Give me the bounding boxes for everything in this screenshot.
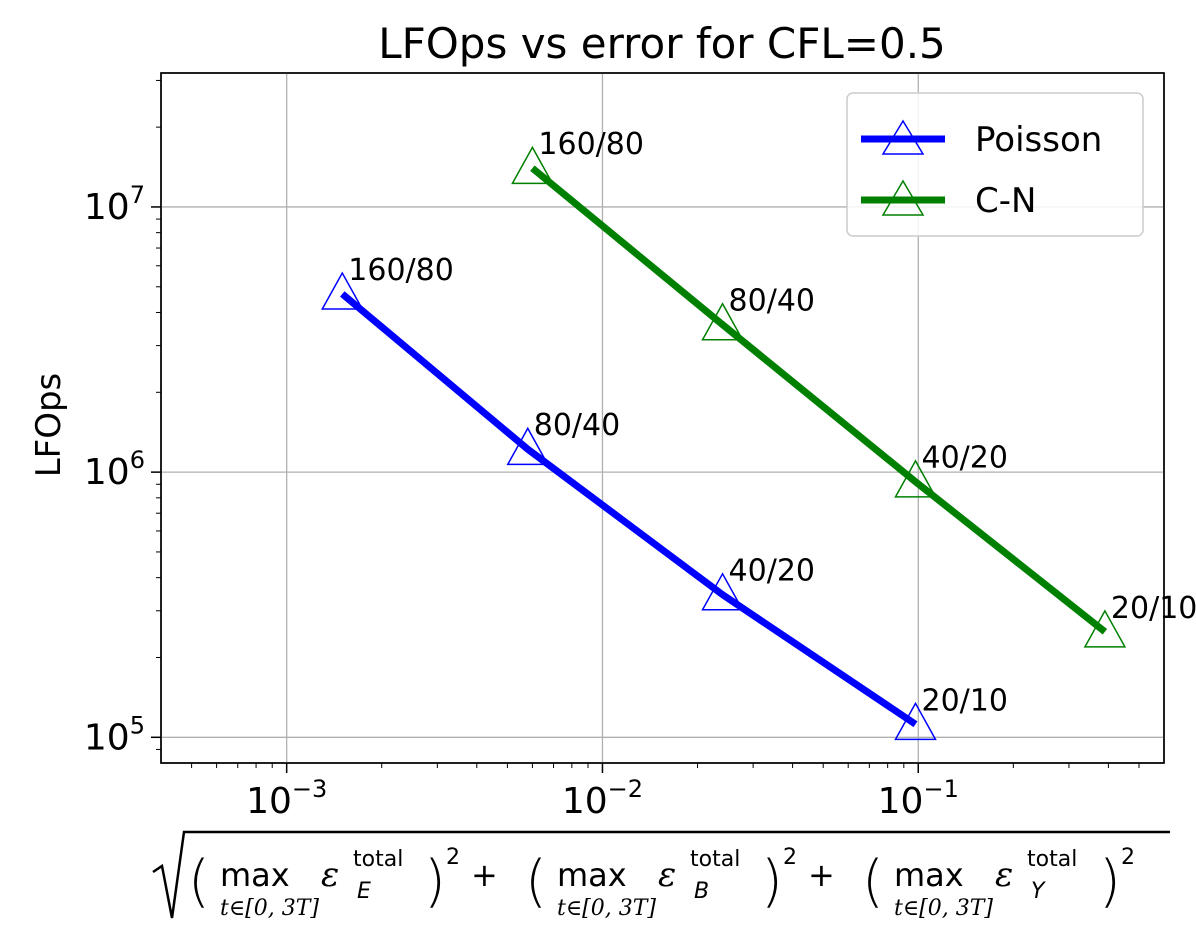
point-label-poisson: 40/20 bbox=[729, 554, 815, 589]
plot-frame bbox=[160, 72, 1165, 764]
marker-c-n bbox=[511, 145, 554, 185]
lparen-1: ( bbox=[188, 849, 210, 914]
superscript-3: total bbox=[1027, 847, 1077, 872]
y-axis-label: LFOps bbox=[29, 373, 69, 478]
point-label-c-n: 160/80 bbox=[538, 127, 644, 162]
epsilon-2: ε bbox=[658, 855, 676, 895]
subscript-1: t∈[0, 3T] bbox=[220, 896, 319, 921]
point-label-c-n: 20/10 bbox=[1111, 591, 1196, 626]
square-2: 2 bbox=[783, 845, 797, 870]
epsilon-3: ε bbox=[995, 855, 1013, 895]
marker-c-n bbox=[1083, 609, 1127, 648]
x-tick-label: 10−2 bbox=[562, 775, 643, 822]
point-label-c-n: 80/40 bbox=[729, 284, 815, 319]
legend-label-poisson: Poisson bbox=[975, 120, 1102, 160]
rparen-1: ) bbox=[424, 849, 446, 914]
marker-c-n bbox=[701, 302, 744, 341]
superscript-2: total bbox=[690, 847, 740, 872]
marker-poisson bbox=[321, 271, 364, 310]
plus-1: + bbox=[471, 856, 498, 894]
legend-marker-cn bbox=[881, 179, 925, 216]
rparen-2: ) bbox=[761, 849, 783, 914]
marker-c-n bbox=[894, 459, 937, 498]
marker-poisson bbox=[506, 426, 550, 466]
point-label-poisson: 20/10 bbox=[921, 683, 1007, 718]
max-3: max bbox=[894, 856, 964, 894]
axis-ticks: 10−3 10−2 10−1 105 106 107 bbox=[84, 79, 1140, 822]
point-label-poisson: 80/40 bbox=[534, 408, 620, 443]
y-tick-label: 107 bbox=[84, 181, 145, 228]
series-line-c-n bbox=[530, 165, 1108, 635]
series-layer bbox=[321, 145, 1127, 741]
lparen-2: ( bbox=[525, 849, 547, 914]
marker-poisson bbox=[894, 701, 937, 741]
epsilon-1: ε bbox=[321, 855, 339, 895]
term-B: B bbox=[694, 879, 709, 904]
max-2: max bbox=[557, 856, 627, 894]
series-line-poisson bbox=[340, 291, 918, 728]
marker-poisson bbox=[701, 572, 744, 611]
legend-marker-poisson bbox=[881, 119, 925, 155]
chart-title: LFOps vs error for CFL=0.5 bbox=[378, 19, 946, 68]
point-label-c-n: 40/20 bbox=[921, 441, 1007, 476]
subscript-3: t∈[0, 3T] bbox=[894, 896, 993, 921]
legend-label-cn: C-N bbox=[975, 181, 1036, 221]
lparen-3: ( bbox=[862, 849, 884, 914]
legend: Poisson C-N bbox=[846, 92, 1144, 237]
max-1: max bbox=[220, 856, 290, 894]
point-label-poisson: 160/80 bbox=[348, 253, 454, 288]
term-Y: Y bbox=[1031, 879, 1046, 904]
data-labels: 160/80 80/40 40/20 20/10 160/80 80/40 40/20 20/… bbox=[348, 127, 1196, 718]
term-E: E bbox=[357, 879, 371, 904]
superscript-1: total bbox=[353, 847, 403, 872]
rparen-3: ) bbox=[1099, 849, 1121, 914]
plus-2: + bbox=[808, 856, 835, 894]
y-tick-label: 105 bbox=[84, 711, 145, 758]
x-tick-label: 10−1 bbox=[878, 775, 959, 822]
square-3: 2 bbox=[1121, 845, 1135, 870]
y-tick-label: 106 bbox=[84, 446, 145, 493]
x-tick-label: 10−3 bbox=[246, 775, 327, 822]
x-axis-label: ( max t∈[0, 3T] ε total E ) 2 + ( max t∈… bbox=[152, 830, 1170, 921]
sqrt-radical bbox=[152, 830, 1170, 919]
subscript-2: t∈[0, 3T] bbox=[557, 896, 656, 921]
square-1: 2 bbox=[446, 845, 460, 870]
